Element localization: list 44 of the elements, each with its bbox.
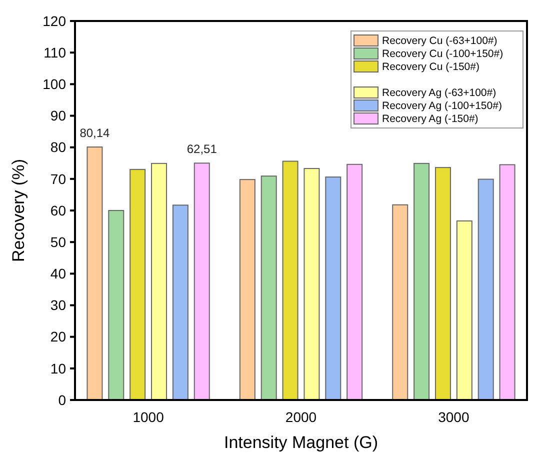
legend-label: Recovery Ag (-100+150#) [382,100,502,112]
bar [151,162,168,400]
y-tick-label: 10 [50,360,66,376]
annotation: 62,51 [186,142,218,156]
bar [392,204,408,400]
y-tick-label: 80 [50,139,66,156]
legend-label: Recovery Ag (-150#) [382,113,478,126]
y-tick-label: 50 [50,234,66,250]
bar [130,168,146,400]
bar [260,176,277,400]
bar [86,146,103,400]
bar [434,167,451,400]
x-tick-label: 3000 [438,409,470,425]
bar [414,162,430,400]
bar [325,176,342,400]
bar [346,164,363,400]
bar [194,162,210,400]
y-tick-label: 20 [50,328,66,345]
annotation: 80,14 [80,126,110,140]
bar [172,204,188,400]
y-tick-label: 40 [50,266,66,282]
y-tick-label: 100 [42,76,66,92]
legend-label: Recovery Cu (-150#) [382,61,480,74]
x-tick-label: 2000 [285,409,317,425]
legend-label: Recovery Ag (-63+100#) [382,87,496,100]
y-tick-label: 0 [58,392,66,408]
y-tick-label: 90 [50,108,66,124]
y-tick-label: 60 [50,202,66,218]
y-tick-label: 120 [42,12,66,29]
bar [239,179,256,400]
bar [108,210,124,400]
legend-label: Recovery Cu (-100+150#) [382,48,504,60]
y-tick-label: 70 [50,170,66,187]
y-tick-label: 110 [44,44,66,60]
bar [456,220,472,400]
bar [282,160,298,400]
legend-label: Recovery Cu (-63+100#) [382,35,498,48]
x-tick-label: 1000 [132,409,164,425]
bar [304,168,320,400]
bar [478,178,494,400]
y-axis-title: Recovery (%) [9,159,28,262]
y-tick-label: 30 [50,297,66,314]
x-axis-title: Intensity Magnet (G) [224,433,378,452]
bar [499,164,516,400]
